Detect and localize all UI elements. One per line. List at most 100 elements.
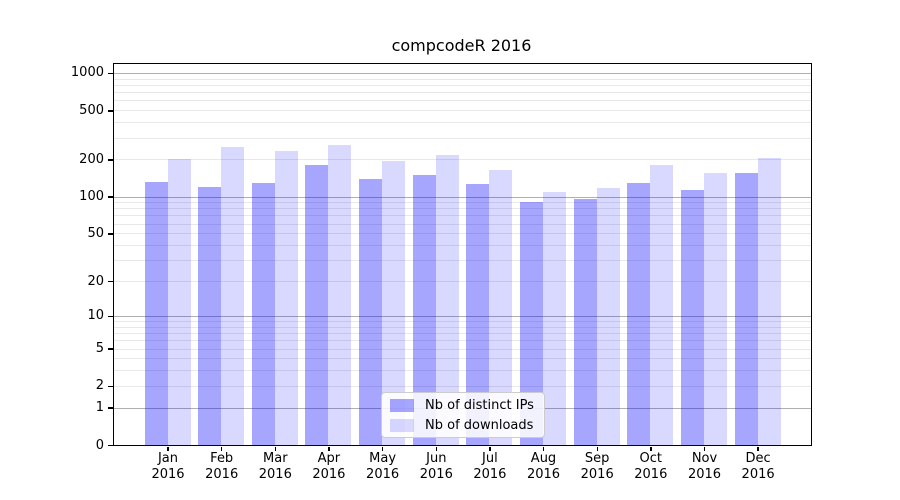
gridline-minor-600 xyxy=(114,100,811,102)
y-tick-label-50: 50 xyxy=(87,225,104,241)
gridline-minor-80 xyxy=(114,208,811,210)
bar-distinct-ips-apr xyxy=(305,165,329,445)
legend: Nb of distinct IPs Nb of downloads xyxy=(381,392,545,438)
y-tick-label-5: 5 xyxy=(95,341,104,356)
x-tick-year-aug: 2016 xyxy=(526,467,561,482)
gridline-minor-6 xyxy=(114,340,811,342)
chart-title: compcodeR 2016 xyxy=(391,36,532,55)
x-tick-label-jan: Jan 2016 xyxy=(138,451,198,483)
x-tick-label-apr: Apr 2016 xyxy=(299,451,359,483)
x-tick-month-nov: Nov xyxy=(691,451,718,466)
x-tick-label-oct: Oct 2016 xyxy=(621,451,681,483)
x-tick-month-mar: Mar xyxy=(263,451,288,466)
x-tick-label-jul: Jul 2016 xyxy=(460,451,520,483)
y-tick-label-0: 0 xyxy=(95,437,104,453)
bar-downloads-dec xyxy=(757,157,781,445)
bar-downloads-sep xyxy=(596,188,620,445)
x-tick-year-sep: 2016 xyxy=(580,467,614,482)
gridline-major-1000 xyxy=(114,72,811,74)
bar-downloads-apr xyxy=(328,145,352,445)
x-tick-label-feb: Feb 2016 xyxy=(192,451,252,483)
legend-item-distinct-ips: Nb of distinct IPs xyxy=(390,398,544,413)
x-tick-month-may: May xyxy=(369,451,397,466)
y-tick-mark-50 xyxy=(108,233,113,235)
x-tick-month-aug: Aug xyxy=(530,451,557,466)
gridline-minor-700 xyxy=(114,92,811,94)
bar-downloads-aug xyxy=(543,192,567,445)
gridline-major-100 xyxy=(114,196,811,198)
x-tick-mark-mar xyxy=(274,447,277,451)
x-tick-year-apr: 2016 xyxy=(312,467,346,482)
x-tick-mark-sep xyxy=(596,447,598,451)
x-tick-month-jun: Jun xyxy=(426,451,447,466)
bar-downloads-feb xyxy=(221,147,245,445)
bar-downloads-nov xyxy=(704,172,727,445)
y-tick-label-1: 1 xyxy=(95,400,104,416)
gridline-minor-300 xyxy=(114,137,811,139)
y-tick-mark-10 xyxy=(108,315,113,318)
gridline-minor-50 xyxy=(114,233,811,235)
bar-downloads-mar xyxy=(274,150,298,445)
x-tick-mark-feb xyxy=(220,447,223,451)
bar-downloads-oct xyxy=(650,165,674,445)
gridline-minor-30 xyxy=(114,260,811,262)
gridline-minor-800 xyxy=(114,84,811,86)
x-tick-year-nov: 2016 xyxy=(687,467,722,482)
x-tick-label-mar: Mar 2016 xyxy=(245,451,305,483)
gridline-minor-4 xyxy=(114,358,811,360)
gridline-minor-9 xyxy=(114,321,811,322)
gridline-minor-40 xyxy=(114,245,811,246)
x-tick-label-nov: Nov 2016 xyxy=(675,451,735,483)
x-tick-year-jan: 2016 xyxy=(151,467,185,482)
legend-item-downloads: Nb of downloads xyxy=(390,418,544,433)
gridline-minor-500 xyxy=(114,110,811,112)
bar-distinct-ips-dec xyxy=(734,173,758,445)
x-tick-mark-oct xyxy=(650,447,652,451)
x-tick-label-aug: Aug 2016 xyxy=(514,451,574,483)
gridline-major-10 xyxy=(114,315,811,317)
legend-label-downloads: Nb of downloads xyxy=(425,417,534,433)
bar-distinct-ips-sep xyxy=(573,199,597,445)
legend-swatch-downloads xyxy=(390,418,414,432)
y-tick-label-2: 2 xyxy=(95,378,104,394)
y-tick-label-10: 10 xyxy=(87,308,104,324)
bar-downloads-jan xyxy=(167,159,191,445)
x-tick-year-jun: 2016 xyxy=(419,467,453,482)
gridline-minor-20 xyxy=(114,281,811,282)
x-tick-label-sep: Sep 2016 xyxy=(567,451,627,483)
x-tick-mark-dec xyxy=(757,447,759,451)
y-tick-mark-5 xyxy=(108,348,113,350)
y-tick-mark-200 xyxy=(108,159,113,161)
bar-downloads-may xyxy=(382,160,406,445)
y-tick-mark-0 xyxy=(108,444,113,447)
y-tick-mark-2 xyxy=(108,385,113,388)
plot-area xyxy=(113,63,812,446)
gridline-minor-8 xyxy=(114,326,811,328)
bar-distinct-ips-nov xyxy=(681,189,704,445)
y-tick-mark-1 xyxy=(108,407,113,409)
y-tick-mark-20 xyxy=(108,280,113,283)
x-tick-year-feb: 2016 xyxy=(205,467,239,482)
bar-distinct-ips-aug xyxy=(520,201,544,445)
x-tick-label-jun: Jun 2016 xyxy=(406,451,466,483)
x-tick-mark-nov xyxy=(703,447,706,451)
x-tick-year-may: 2016 xyxy=(366,467,400,482)
bar-distinct-ips-may xyxy=(359,178,383,445)
x-tick-month-jul: Jul xyxy=(482,451,498,466)
gridline-minor-70 xyxy=(114,215,811,217)
y-tick-label-20: 20 xyxy=(87,273,104,289)
x-tick-mark-apr xyxy=(328,447,330,451)
y-tick-label-500: 500 xyxy=(79,102,104,118)
y-tick-mark-1000 xyxy=(108,72,113,75)
x-tick-month-oct: Oct xyxy=(639,451,663,466)
x-tick-month-jan: Jan xyxy=(157,451,179,466)
gridline-minor-60 xyxy=(114,223,811,225)
x-tick-mark-jan xyxy=(167,447,169,451)
y-tick-mark-500 xyxy=(108,110,113,112)
x-tick-mark-jun xyxy=(435,447,437,451)
legend-swatch-distinct-ips xyxy=(390,398,414,412)
gridline-minor-90 xyxy=(114,202,811,204)
bar-distinct-ips-feb xyxy=(198,186,222,445)
x-tick-mark-jul xyxy=(489,447,491,451)
